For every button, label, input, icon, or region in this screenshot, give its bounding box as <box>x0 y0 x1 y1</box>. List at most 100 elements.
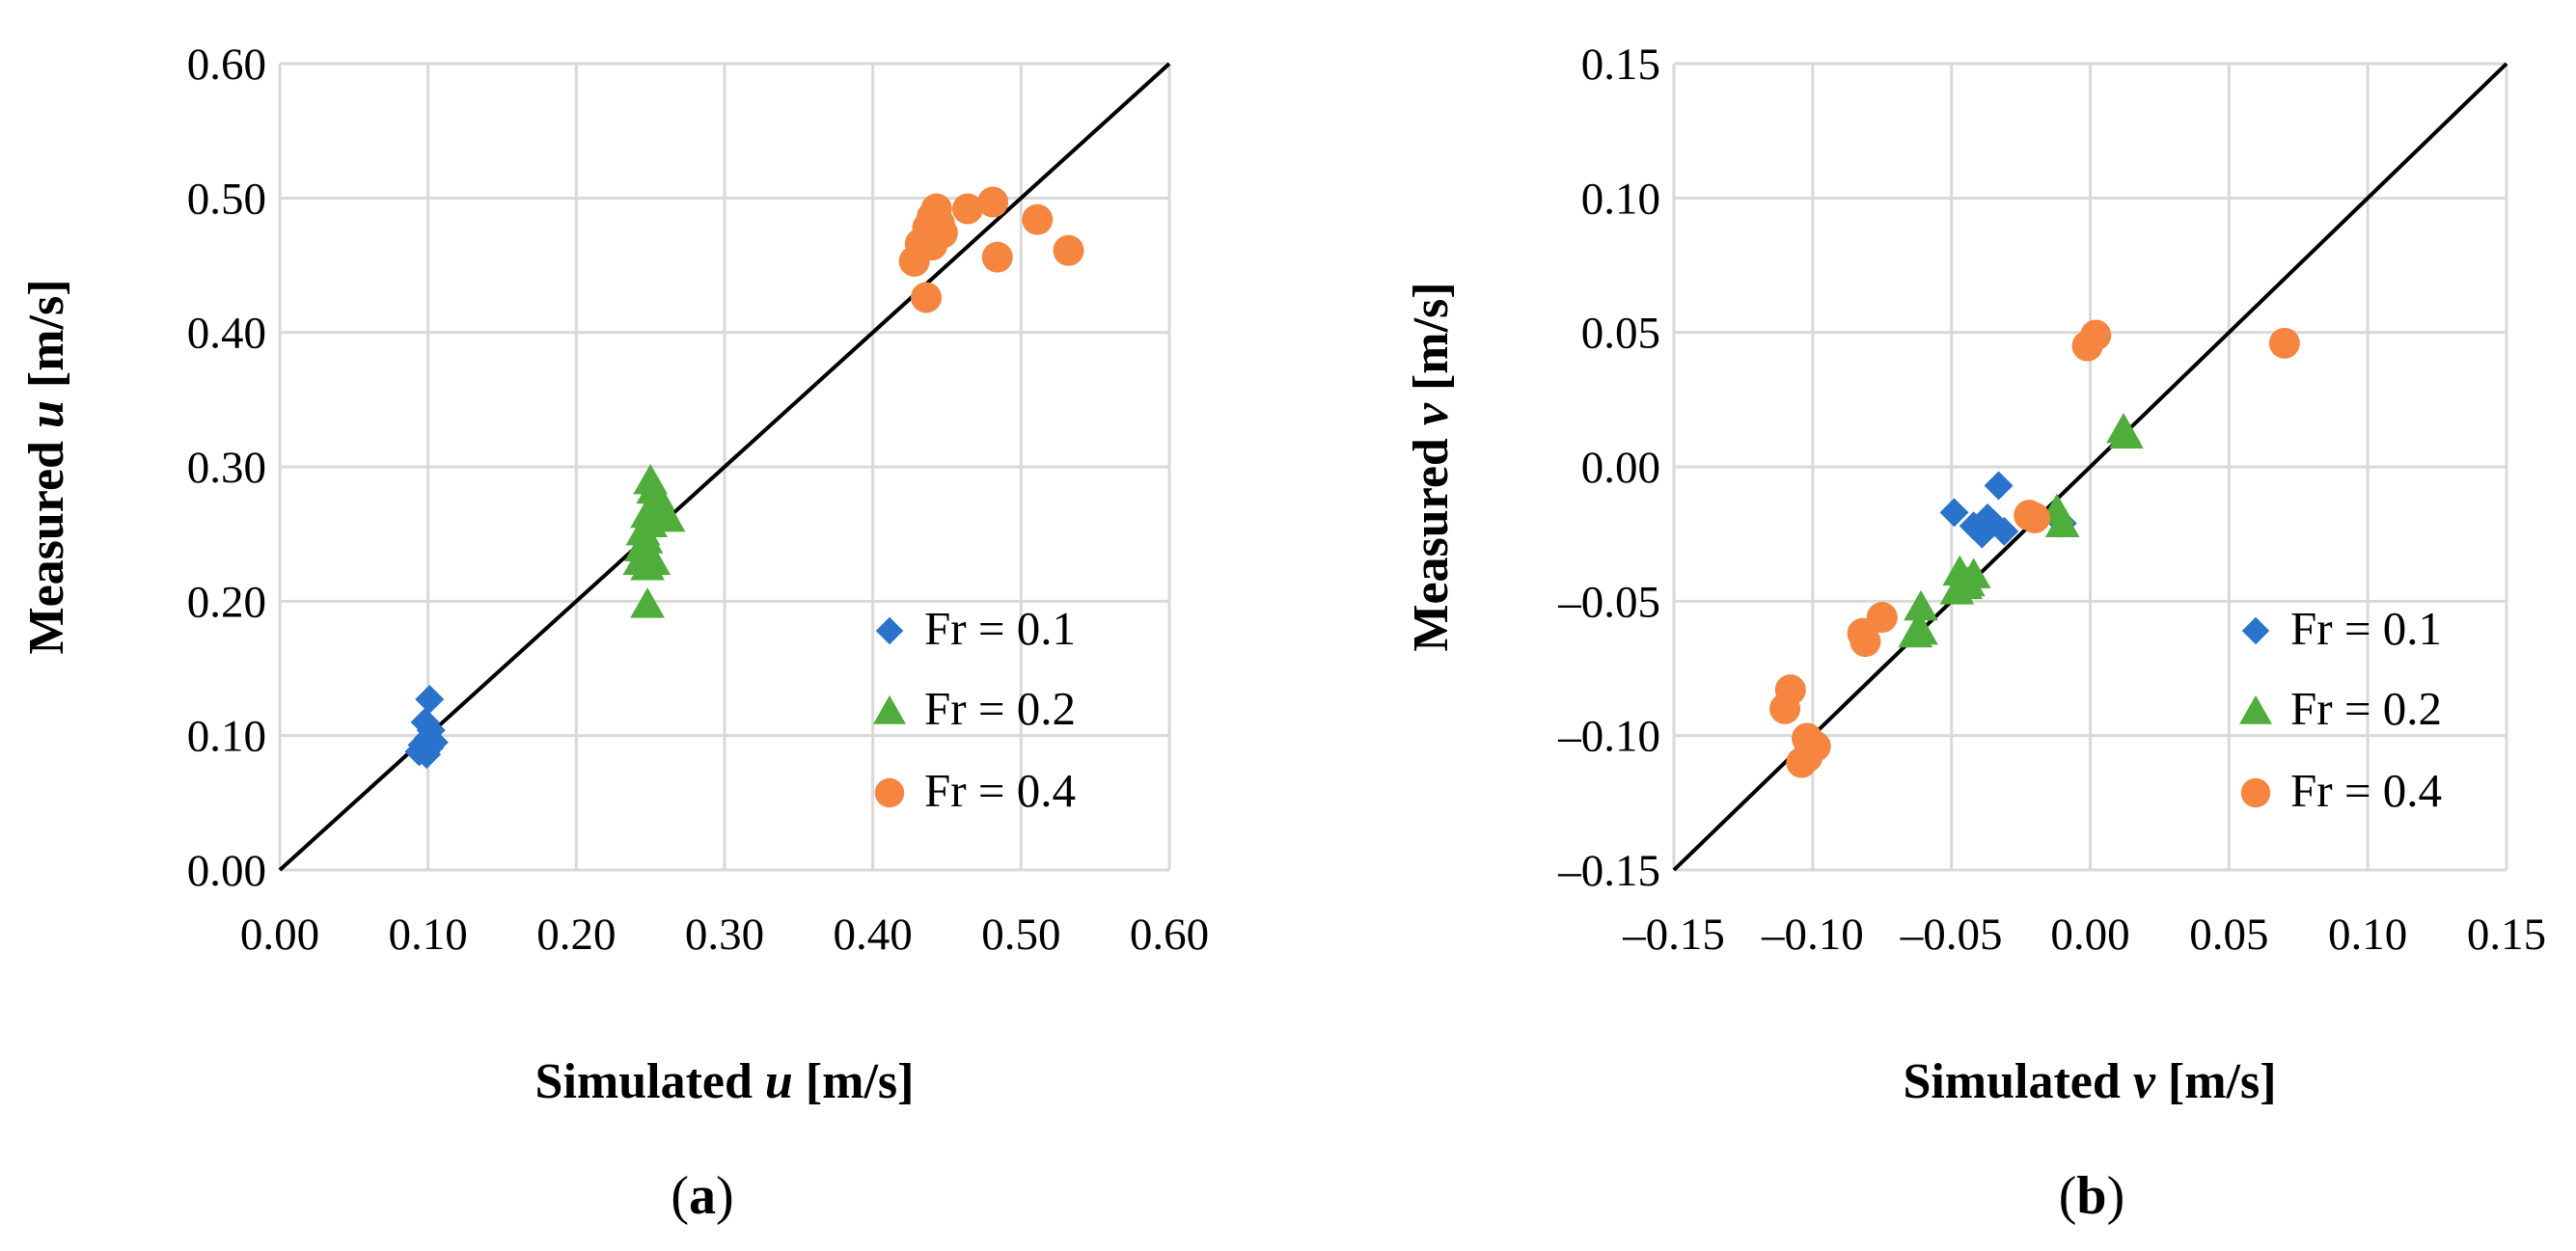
y-tick-label: –0.05 <box>1557 577 1660 627</box>
legend-marker <box>2240 777 2271 808</box>
x-axis-title-var: v <box>2133 1054 2156 1109</box>
x-tick-label: 0.10 <box>389 910 468 960</box>
series-fr04 <box>1769 319 2300 778</box>
data-point <box>1948 568 1983 600</box>
caption-open: ( <box>671 1166 689 1226</box>
caption-close: ) <box>716 1166 734 1226</box>
data-point <box>419 727 449 757</box>
series-fr02 <box>622 463 686 618</box>
x-tick-label: 0.10 <box>2328 910 2407 960</box>
x-tick-label: 0.50 <box>981 910 1060 960</box>
y-axis-title-suffix: [m/s] <box>1404 282 1459 403</box>
legend-item: Fr = 0.4 <box>2240 764 2442 817</box>
x-tick-label: 0.00 <box>2050 910 2129 960</box>
y-axis-title: Measured u [m/s] <box>19 279 74 654</box>
x-tick-label: 0.00 <box>240 910 319 960</box>
y-tick-label: 0.00 <box>187 846 266 896</box>
x-tick-label: 0.20 <box>536 910 616 960</box>
data-point <box>1904 613 1938 645</box>
panel-caption: (a) <box>671 1166 733 1226</box>
y-axis-title-prefix: Measured <box>19 428 74 654</box>
data-point <box>2018 502 2050 533</box>
data-point <box>910 282 942 313</box>
data-point <box>1939 498 1969 528</box>
caption-close: ) <box>2107 1166 2125 1226</box>
data-point <box>2268 327 2300 359</box>
panel-b: –0.15 –0.10 –0.05 0.00 0.05 0.10 0.15 –0.15 –0.1… <box>1404 40 2546 1226</box>
x-axis-title-prefix: Simulated <box>1903 1054 2132 1109</box>
y-tick-label: 0.30 <box>187 443 266 493</box>
legend-label: Fr = 0.2 <box>924 682 1076 735</box>
legend-item: Fr = 0.2 <box>2239 682 2442 735</box>
data-point <box>636 544 671 575</box>
legend-marker <box>873 694 906 724</box>
y-tick-label: –0.15 <box>1557 846 1660 896</box>
y-tick-label: 0.00 <box>1581 443 1660 493</box>
x-axis-title-prefix: Simulated <box>535 1054 765 1109</box>
data-point <box>630 587 665 618</box>
legend-marker <box>2239 694 2272 724</box>
x-tick-label: –0.05 <box>1900 910 2003 960</box>
y-axis-title-prefix: Measured <box>1404 425 1459 651</box>
series-fr01 <box>404 685 449 770</box>
series-fr04 <box>898 186 1084 313</box>
data-point <box>415 685 445 715</box>
legend-label: Fr = 0.2 <box>2290 682 2442 735</box>
y-tick-label: 0.40 <box>187 309 266 359</box>
x-tick-label: –0.10 <box>1761 910 1864 960</box>
x-axis-title: Simulated v [m/s] <box>1903 1054 2276 1109</box>
panel-a: 0.00 0.10 0.20 0.30 0.40 0.50 0.60 0.00 0.10 0.20… <box>19 40 1209 1226</box>
data-point <box>2109 418 2144 449</box>
legend-marker <box>875 616 904 645</box>
legend-item: Fr = 0.1 <box>875 602 1076 655</box>
legend-item: Fr = 0.2 <box>873 682 1076 735</box>
y-axis-title-suffix: [m/s] <box>19 279 74 400</box>
y-tick-label: 0.15 <box>1581 40 1660 90</box>
y-tick-label: 0.50 <box>187 174 266 224</box>
x-axis-title: Simulated u [m/s] <box>535 1054 915 1109</box>
x-tick-label: –0.15 <box>1622 910 1725 960</box>
legend-item: Fr = 0.1 <box>2241 602 2442 655</box>
caption-letter: b <box>2076 1166 2106 1226</box>
data-point <box>2044 506 2080 537</box>
data-point <box>1904 589 1938 621</box>
x-tick-label: 0.30 <box>685 910 764 960</box>
legend-label: Fr = 0.4 <box>924 764 1076 817</box>
x-axis-title-suffix: [m/s] <box>2155 1054 2277 1109</box>
y-tick-label: 0.05 <box>1581 309 1660 359</box>
y-axis-title: Measured v [m/s] <box>1404 282 1459 651</box>
y-tick-label: 0.10 <box>1581 174 1660 224</box>
data-point <box>1989 516 2019 546</box>
x-tick-label: 0.60 <box>1130 910 1209 960</box>
y-tick-label: 0.60 <box>187 40 266 90</box>
x-axis-title-suffix: [m/s] <box>793 1054 915 1109</box>
legend: Fr = 0.1 Fr = 0.2 Fr = 0.4 <box>873 602 1076 817</box>
caption-open: ( <box>2059 1166 2077 1226</box>
data-point <box>1053 234 1084 266</box>
x-tick-label: 0.15 <box>2467 910 2546 960</box>
data-point <box>952 193 984 225</box>
data-point <box>981 241 1013 273</box>
y-axis-title-var: u <box>19 400 74 428</box>
caption-letter: a <box>689 1166 716 1226</box>
legend-item: Fr = 0.4 <box>874 764 1076 817</box>
panel-caption: (b) <box>2059 1166 2124 1226</box>
legend-label: Fr = 0.1 <box>2290 602 2442 655</box>
x-tick-label: 0.05 <box>2189 910 2268 960</box>
legend-label: Fr = 0.4 <box>2290 764 2442 817</box>
data-point <box>1850 626 1881 658</box>
y-axis-title-var: v <box>1404 402 1459 425</box>
data-point <box>1786 747 1818 778</box>
y-tick-label: 0.10 <box>187 712 266 762</box>
legend-label: Fr = 0.1 <box>924 602 1076 655</box>
y-tick-label: 0.20 <box>187 577 266 627</box>
x-axis-title-var: u <box>765 1054 793 1109</box>
data-point <box>923 207 955 239</box>
data-point <box>1769 693 1801 724</box>
x-tick-label: 0.40 <box>834 910 913 960</box>
legend-marker <box>2241 616 2270 645</box>
legend-marker <box>874 777 905 808</box>
data-point <box>2071 330 2103 362</box>
legend: Fr = 0.1 Fr = 0.2 Fr = 0.4 <box>2239 602 2442 817</box>
